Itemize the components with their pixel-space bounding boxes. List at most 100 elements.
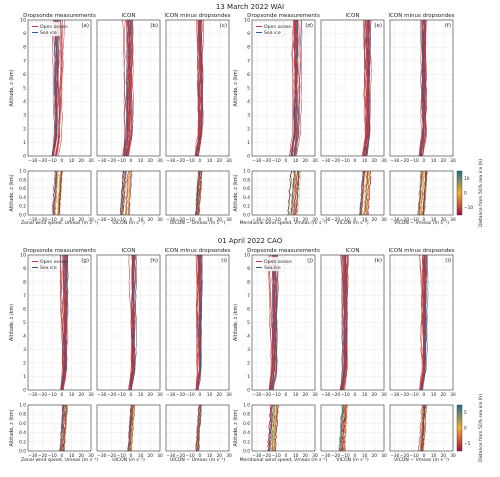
x-tick-label: 0 [423,217,426,223]
x-tick-label: 10 [362,217,368,223]
colorbar-tick: 5 [464,410,467,416]
profile-line [267,404,271,452]
x-tick-label: −30 [321,158,330,164]
x-tick-label: −30 [252,453,261,459]
profile-line [293,19,299,157]
x-axis-label: VICON (m s⁻¹) [336,220,369,226]
profile-line [195,404,200,452]
y-tick-label: 0.4 [19,430,26,436]
x-tick-label: 30 [157,158,163,164]
x-tick-label: 10 [207,453,213,459]
x-tick-label: 10 [362,453,368,459]
y-tick-label: 9 [23,31,26,37]
axes-frame [27,404,92,452]
x-tick-label: −10 [272,158,281,164]
axes-frame [251,404,316,452]
x-tick-label: −20 [38,392,47,398]
x-tick-label: −20 [176,453,185,459]
y-axis-label: Altitude, z (km) [9,69,15,106]
x-tick-label: −20 [38,453,47,459]
x-tick-label: −30 [166,158,175,164]
panel-title: ICON [346,13,360,19]
colorbar-tick: −5 [464,441,471,447]
panel-e1-6: ICON minus dropsondes(f)−30−30−20−20−10−… [388,13,456,226]
profile-line [291,170,296,216]
x-tick-label: 10 [69,453,75,459]
profile-line [366,19,370,157]
profile-line [270,254,278,391]
profile-line [126,170,131,216]
panel-letter: (l) [445,258,451,264]
x-tick-label: 30 [157,453,163,459]
x-tick-label: −30 [390,158,399,164]
axes-frame [320,254,385,391]
y-tick-label: 0.2 [243,204,250,210]
profile-line [197,254,201,391]
profile-line [52,170,57,216]
x-tick-label: 0 [423,453,426,459]
y-tick-label: 4 [247,334,250,340]
x-tick-label: −20 [176,158,185,164]
panel-e2-4: Dropsonde measurements(j)−30−30−20−20−10… [233,248,328,463]
x-tick-label: −20 [262,217,271,223]
profile-line [339,404,345,452]
axes-frame [165,170,230,216]
profile-line [59,404,64,452]
profile-line [419,255,425,391]
profile-line [197,404,203,452]
y-tick-label: 3 [23,113,26,119]
event-title-2: 01 April 2022 CAO [218,237,283,245]
profile-line [290,19,297,157]
x-tick-label: −10 [48,392,57,398]
x-tick-label: 30 [381,158,387,164]
x-tick-label: 30 [312,392,318,398]
x-tick-label: −10 [341,392,350,398]
x-tick-label: 10 [431,158,437,164]
legend-label-sea-ice: Sea ice [40,265,57,271]
profile-line [366,170,371,216]
profile-line [195,19,200,157]
profile-line [271,254,277,391]
profile-line [128,404,133,452]
y-tick-label: 8 [23,45,26,51]
x-tick-label: 20 [217,217,223,223]
y-tick-label: 5 [247,320,250,326]
x-tick-label: −10 [272,453,281,459]
profile-line [341,254,347,391]
y-tick-label: 4 [23,99,26,105]
profile-line [361,170,366,216]
x-tick-label: 10 [431,392,437,398]
x-axis-label: UICON − Umeas (m s⁻¹) [170,220,225,226]
x-tick-label: 20 [372,217,378,223]
x-tick-label: 30 [226,158,232,164]
x-tick-label: 10 [293,217,299,223]
plot-area: Dropsonde measurements(a)−30−30−20−20−10… [9,13,484,463]
event-title-1: 13 March 2022 WAI [216,3,284,11]
profile-line [293,19,298,157]
x-axis-label: UICON (m s⁻¹) [112,220,145,226]
x-tick-label: 20 [372,453,378,459]
x-tick-label: 0 [354,392,357,398]
x-axis-label: VICON − Vmeas (m s⁻¹) [394,220,449,226]
y-tick-label: 10 [20,18,26,24]
x-tick-label: 30 [312,453,318,459]
profile-line [61,254,68,391]
profile-line [127,404,132,452]
profile-line [60,404,66,452]
y-tick-label: 0 [23,154,26,160]
x-tick-label: 0 [354,453,357,459]
panel-e2-6: ICON minus dropsondes(l)−30−30−20−20−10−… [388,248,456,463]
x-tick-label: −10 [48,453,57,459]
y-tick-label: 1 [23,140,26,146]
x-tick-label: −20 [262,158,271,164]
profile-line [52,19,55,157]
profile-line [363,170,368,216]
y-tick-label: 2 [23,361,26,367]
x-tick-label: −20 [107,453,116,459]
x-tick-label: 20 [217,392,223,398]
legend-label-open-ocean: Open ocean [264,259,292,265]
x-tick-label: 20 [79,217,85,223]
x-tick-label: 30 [381,392,387,398]
y-tick-label: 8 [247,45,250,51]
profile-line [54,170,59,216]
